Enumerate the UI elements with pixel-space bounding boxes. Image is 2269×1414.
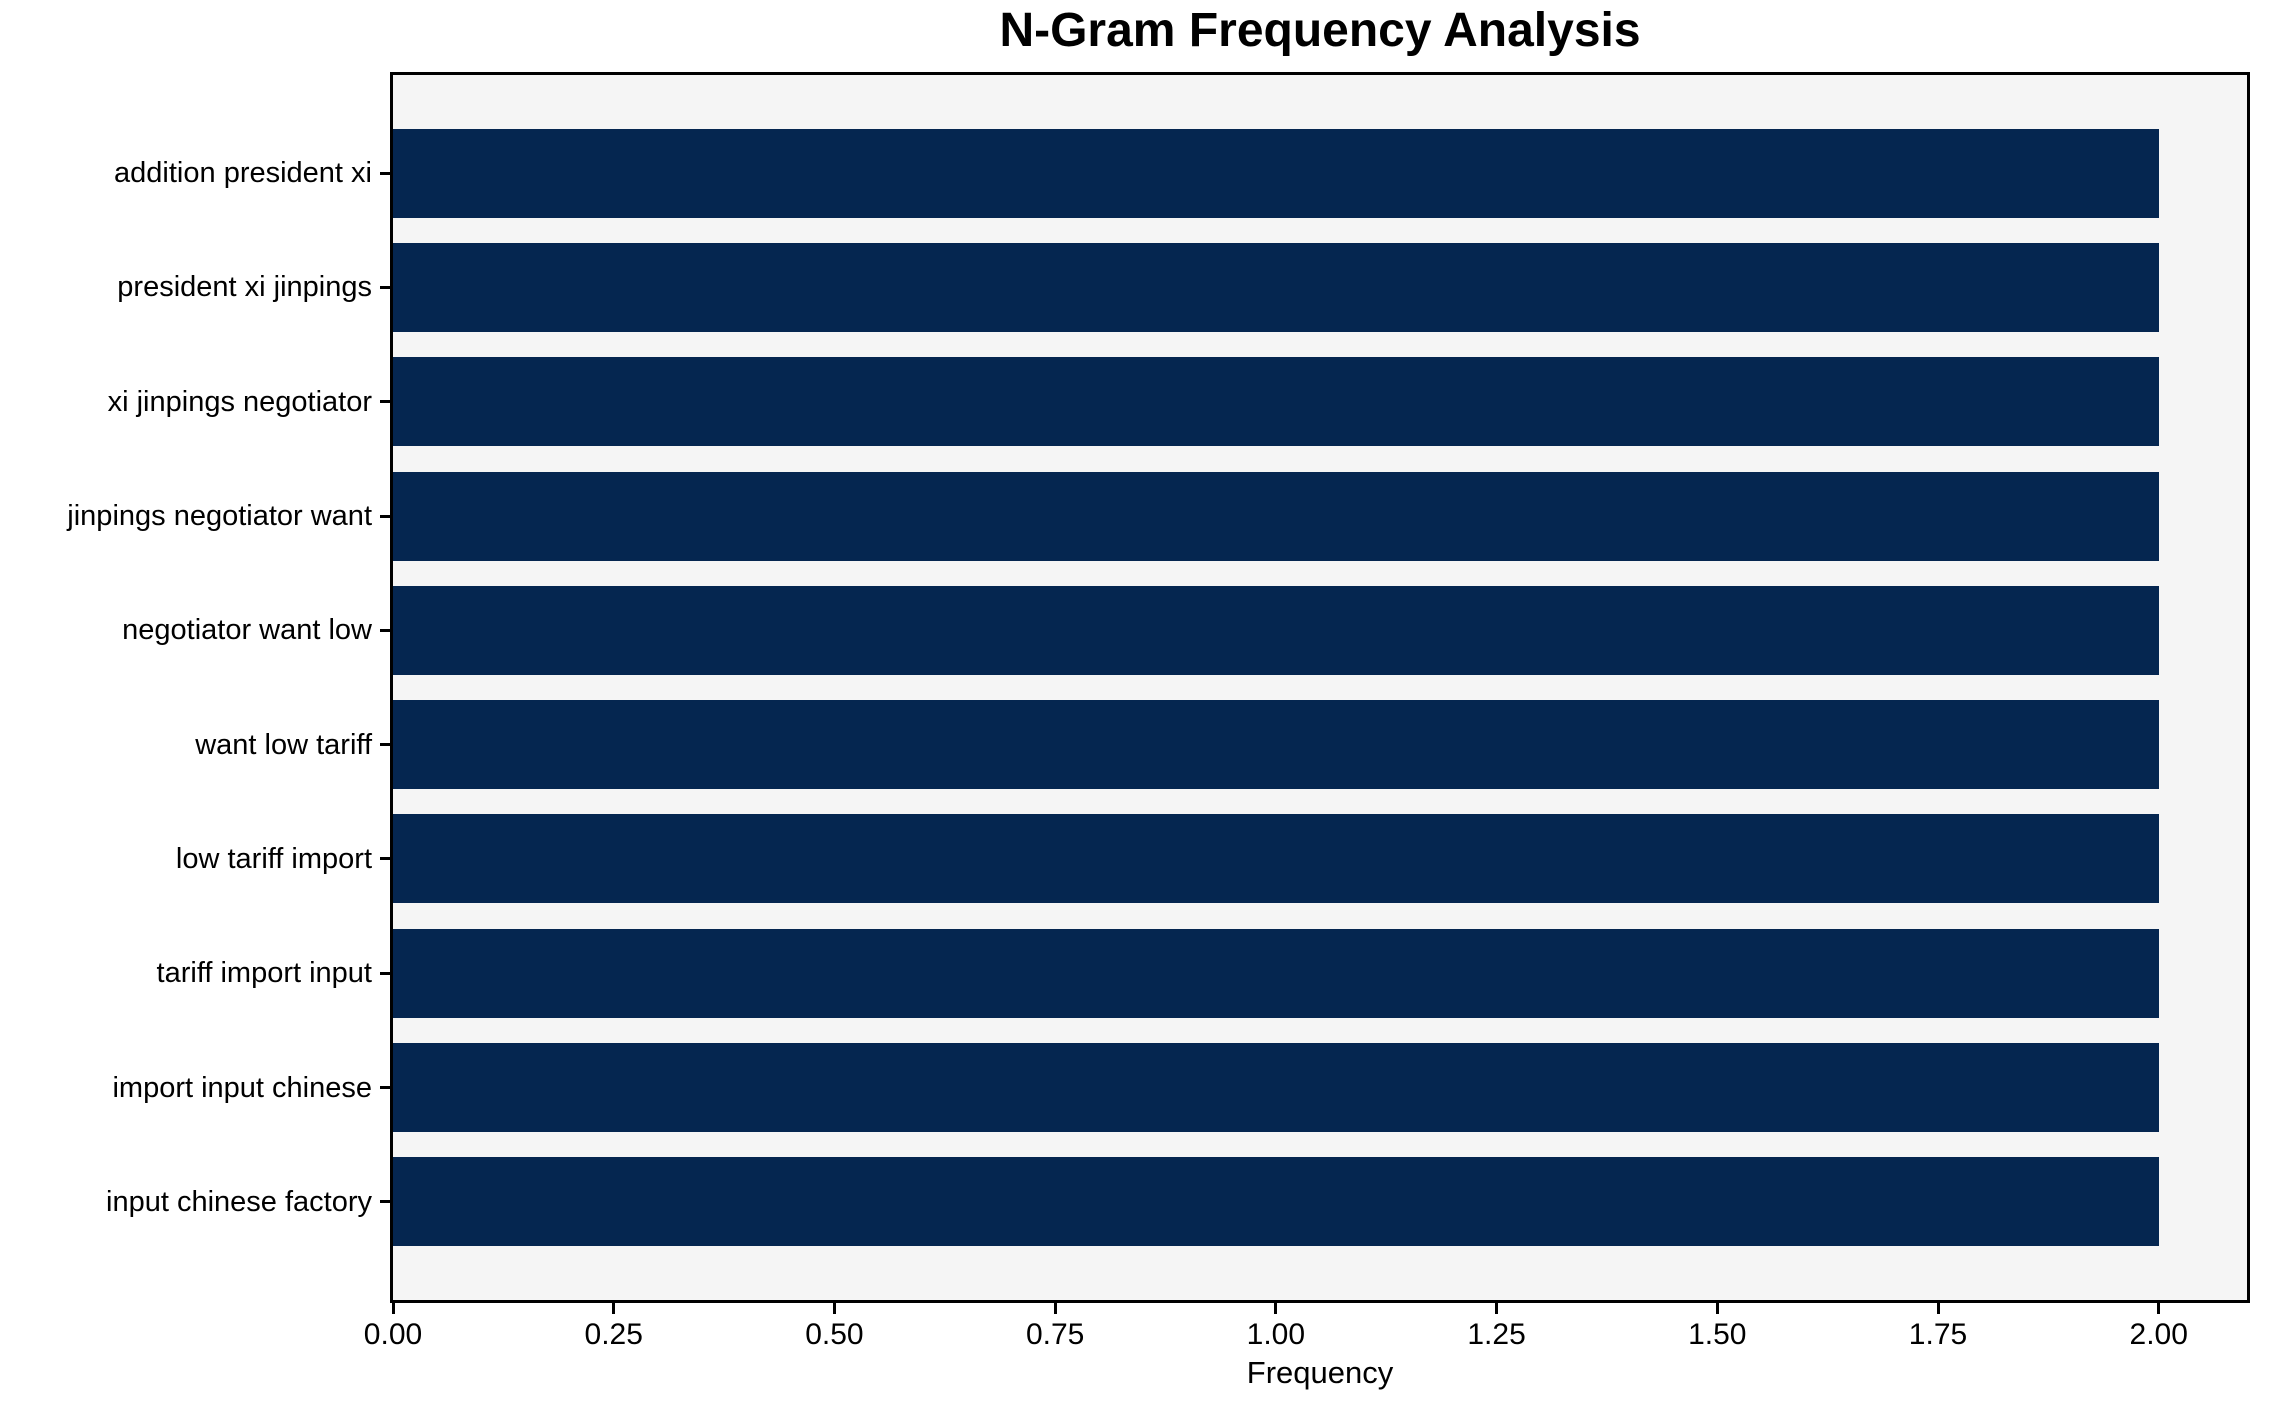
x-tick-label: 1.25 — [1467, 1318, 1526, 1351]
bar — [393, 700, 2159, 790]
y-tick-mark — [380, 400, 390, 404]
bar — [393, 1157, 2159, 1247]
bar — [393, 242, 2159, 332]
x-tick-mark — [391, 1303, 395, 1314]
y-tick-mark — [380, 628, 390, 632]
y-tick-mark — [380, 514, 390, 518]
x-tick-mark — [2157, 1303, 2161, 1314]
x-tick-label: 0.50 — [805, 1318, 864, 1351]
bar — [393, 928, 2159, 1018]
y-tick-label: addition president xi — [114, 157, 372, 190]
y-tick-label: low tariff import — [175, 842, 372, 875]
bar — [393, 585, 2159, 675]
x-tick-label: 1.00 — [1246, 1318, 1306, 1351]
x-tick-mark — [832, 1303, 836, 1314]
y-tick-mark — [380, 171, 390, 175]
x-tick-label: 2.00 — [2129, 1318, 2188, 1351]
bar — [393, 471, 2159, 561]
y-tick-label: jinpings negotiator want — [67, 500, 372, 533]
y-tick-mark — [380, 285, 390, 289]
y-tick-mark — [380, 1086, 390, 1090]
y-tick-label: want low tariff — [195, 728, 372, 761]
bar — [393, 814, 2159, 904]
x-axis-title: Frequency — [1246, 1355, 1394, 1390]
y-tick-label: input chinese factory — [106, 1185, 372, 1218]
y-tick-mark — [380, 1200, 390, 1204]
y-tick-label: tariff import input — [156, 957, 372, 990]
x-tick-label: 1.75 — [1908, 1318, 1968, 1351]
x-tick-mark — [1936, 1303, 1940, 1314]
x-tick-label: 1.50 — [1688, 1318, 1747, 1351]
bar — [393, 1043, 2159, 1133]
bar — [393, 128, 2159, 218]
y-tick-mark — [380, 857, 390, 861]
x-tick-label: 0.25 — [584, 1318, 643, 1351]
y-tick-label: president xi jinpings — [117, 271, 372, 304]
x-tick-label: 0.75 — [1025, 1318, 1085, 1351]
y-tick-label: xi jinpings negotiator — [107, 385, 372, 418]
x-tick-mark — [1053, 1303, 1057, 1314]
y-tick-mark — [380, 743, 390, 747]
bar — [393, 357, 2159, 447]
y-tick-label: import input chinese — [112, 1071, 372, 1104]
x-tick-mark — [1274, 1303, 1278, 1314]
x-tick-mark — [1715, 1303, 1719, 1314]
x-tick-mark — [1495, 1303, 1499, 1314]
y-tick-mark — [380, 971, 390, 975]
y-tick-label: negotiator want low — [122, 614, 372, 647]
x-tick-label: 0.00 — [363, 1318, 423, 1351]
x-tick-mark — [612, 1303, 616, 1314]
chart-title: N-Gram Frequency Analysis — [999, 4, 1641, 57]
plot-area — [390, 72, 2250, 1303]
